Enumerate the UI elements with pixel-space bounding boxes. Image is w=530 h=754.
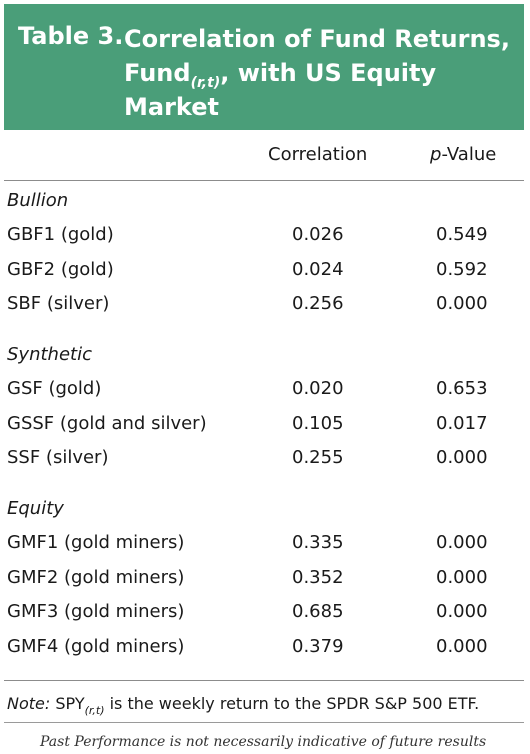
- table-row: GBF2 (gold) 0.024 0.592: [4, 259, 524, 289]
- column-header-correlation: Correlation: [268, 144, 368, 165]
- title-fund: Fund: [124, 59, 191, 87]
- table-row: GMF1 (gold miners) 0.335 0.000: [4, 532, 524, 562]
- table-row: GMF2 (gold miners) 0.352 0.000: [4, 567, 524, 597]
- correlation-value: 0.379: [292, 635, 344, 657]
- disclaimer: Past Performance is not necessarily indi…: [40, 734, 487, 750]
- table-row: GMF3 (gold miners) 0.685 0.000: [4, 601, 524, 631]
- title-line-1: Correlation of Fund Returns,: [124, 25, 510, 53]
- correlation-value: 0.256: [292, 293, 344, 314]
- pvalue-value: 0.549: [436, 224, 488, 245]
- title-spy-subscript: (r,t): [300, 143, 330, 159]
- pvalue-value: 0.000: [436, 447, 488, 468]
- note-subscript: (r,t): [84, 704, 105, 717]
- note-text: is the weekly return to the SPDR S&P 500…: [109, 694, 480, 713]
- table-row: GMF4 (gold miners) 0.379 0.000: [4, 636, 524, 666]
- pvalue-italic-p: p: [430, 144, 442, 165]
- correlation-value: 0.685: [292, 601, 344, 622]
- fund-name: SBF (silver): [7, 293, 110, 314]
- fund-name: GSF (gold): [7, 378, 102, 399]
- footer-divider: [4, 680, 524, 681]
- fund-name: GSSF (gold and silver): [7, 412, 207, 434]
- table-card: Table 3. Correlation of Fund Returns, Fu…: [4, 4, 524, 723]
- table-header: Table 3. Correlation of Fund Returns, Fu…: [4, 4, 524, 158]
- note-spy: SPY: [55, 694, 85, 713]
- group-label: Synthetic: [7, 344, 92, 365]
- table-note: Note: SPY(r,t) is the weekly return to t…: [7, 694, 480, 716]
- column-header-pvalue: p-Value: [430, 144, 496, 165]
- group-label: Equity: [7, 498, 64, 519]
- table-row: GSSF (gold and silver) 0.105 0.017: [4, 413, 524, 443]
- table-title: Correlation of Fund Returns, Fund(r,t), …: [124, 22, 519, 158]
- fund-name: GMF4 (gold miners): [7, 635, 185, 657]
- header-divider: [4, 180, 524, 181]
- pvalue-value: 0.000: [436, 635, 488, 657]
- fund-name: GBF1 (gold): [7, 224, 114, 245]
- correlation-value: 0.020: [292, 378, 344, 399]
- pvalue-value: 0.000: [436, 601, 488, 622]
- pvalue-value: 0.017: [436, 412, 488, 434]
- title-line-3: Returns, SPY: [124, 127, 301, 155]
- correlation-value: 0.352: [292, 566, 344, 588]
- pvalue-value: 0.653: [436, 378, 488, 399]
- correlation-value: 0.105: [292, 412, 344, 434]
- fund-name: GMF2 (gold miners): [7, 566, 185, 588]
- pvalue-value: 0.592: [436, 258, 488, 280]
- fund-name: GMF3 (gold miners): [7, 601, 185, 622]
- correlation-value: 0.024: [292, 258, 344, 280]
- table-number: Table 3.: [18, 22, 124, 50]
- pvalue-rest: -Value: [441, 144, 497, 165]
- title-line-2-rest: , with US Equity Market: [124, 59, 437, 121]
- fund-name: GBF2 (gold): [7, 258, 114, 280]
- table-row: SBF (silver) 0.256 0.000: [4, 293, 524, 323]
- note-label: Note:: [7, 694, 51, 713]
- group-label: Bullion: [7, 190, 69, 211]
- correlation-value: 0.255: [292, 447, 344, 468]
- correlation-value: 0.335: [292, 532, 344, 553]
- fund-name: GMF1 (gold miners): [7, 532, 185, 553]
- table-row: GBF1 (gold) 0.026 0.549: [4, 224, 524, 254]
- fund-name: SSF (silver): [7, 447, 109, 468]
- table-row: SSF (silver) 0.255 0.000: [4, 447, 524, 477]
- correlation-value: 0.026: [292, 224, 344, 245]
- pvalue-value: 0.000: [436, 293, 488, 314]
- pvalue-value: 0.000: [436, 566, 488, 588]
- pvalue-value: 0.000: [436, 532, 488, 553]
- table-row: GSF (gold) 0.020 0.653: [4, 378, 524, 408]
- title-fund-subscript: (r,t): [190, 75, 221, 91]
